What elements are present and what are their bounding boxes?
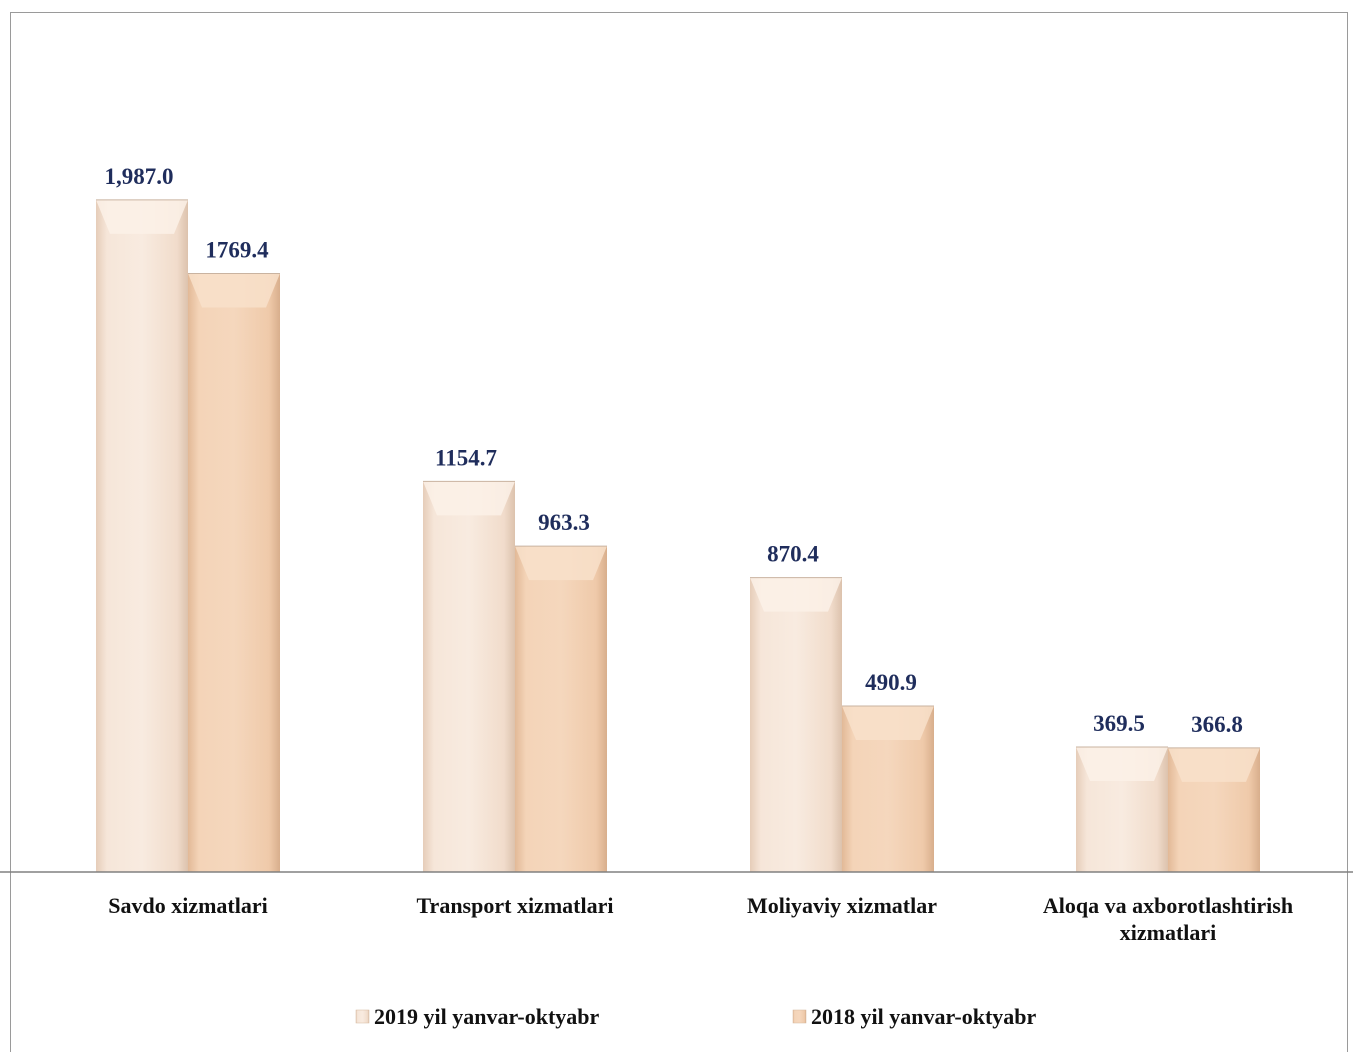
bar-1-3 — [1168, 747, 1260, 872]
bar-1-1 — [515, 545, 607, 872]
data-label-0-0: 1,987.0 — [105, 164, 174, 189]
x-tick-label-3: Aloqa va axborotlashtirish xizmatlari — [1043, 893, 1293, 945]
legend-label-1: 2018 yil yanvar-oktyabr — [811, 1004, 1037, 1029]
data-label-1-0: 1769.4 — [205, 237, 269, 262]
bar-0-3 — [1076, 746, 1168, 872]
x-tick-label-2: Moliyaviy xizmatlar — [747, 893, 937, 918]
data-label-1-2: 490.9 — [865, 670, 917, 695]
legend-label-0: 2019 yil yanvar-oktyabr — [374, 1004, 600, 1029]
bar-1-0 — [188, 272, 280, 873]
legend-item-0: 2019 yil yanvar-oktyabr — [355, 1004, 600, 1029]
bar-1-2 — [842, 705, 934, 872]
legend: 2019 yil yanvar-oktyabr 2018 yil yanvar-o… — [355, 1004, 1037, 1029]
bar-0-1 — [423, 480, 515, 872]
data-label-1-3: 366.8 — [1191, 712, 1243, 737]
legend-swatch-1 — [792, 1009, 807, 1024]
data-label-0-2: 870.4 — [767, 542, 819, 567]
x-tick-label-0: Savdo xizmatlari — [108, 893, 268, 918]
data-label-1-1: 963.3 — [538, 510, 590, 535]
data-label-0-1: 1154.7 — [435, 445, 497, 470]
bar-0-2 — [750, 577, 842, 872]
legend-item-1: 2018 yil yanvar-oktyabr — [792, 1004, 1037, 1029]
chart-frame — [10, 12, 1348, 1052]
bar-0-0 — [96, 199, 188, 872]
legend-swatch-0 — [355, 1009, 370, 1024]
x-tick-label-1: Transport xizmatlari — [417, 893, 614, 918]
data-label-0-3: 369.5 — [1093, 711, 1145, 736]
